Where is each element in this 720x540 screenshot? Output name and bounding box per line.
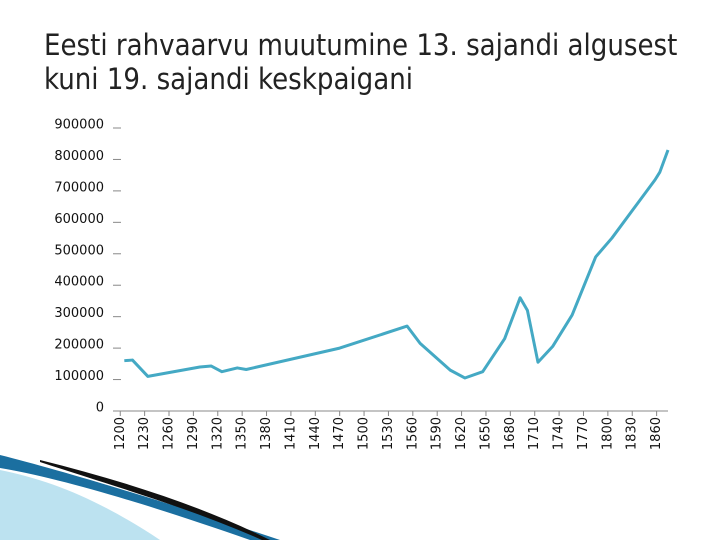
x-tick-label: 1380 xyxy=(259,417,274,450)
x-tick-label: 1620 xyxy=(454,417,469,450)
y-tick-label: 900000 xyxy=(54,118,104,133)
series-line xyxy=(124,149,670,380)
chart-title: Eesti rahvaarvu muutumine 13. sajandi al… xyxy=(44,28,678,96)
y-tick-label: 800000 xyxy=(54,149,104,164)
x-tick-label: 1860 xyxy=(649,417,664,450)
y-tick-label: 700000 xyxy=(54,180,104,195)
y-tick-label: 100000 xyxy=(54,369,104,384)
x-tick-label: 1680 xyxy=(503,417,518,450)
y-tick-label: 500000 xyxy=(54,243,104,258)
decoration xyxy=(0,455,280,540)
x-tick-label: 1650 xyxy=(478,417,493,450)
x-tick-label: 1740 xyxy=(552,417,567,450)
x-tick-label: 1560 xyxy=(405,417,420,450)
x-tick-label: 1350 xyxy=(235,417,250,450)
x-tick-label: 1440 xyxy=(308,417,323,450)
x-tick-label: 1530 xyxy=(381,417,396,450)
x-tick-label: 1320 xyxy=(210,417,225,450)
x-tick-label: 1500 xyxy=(357,417,372,450)
y-tick-label: 200000 xyxy=(54,338,104,353)
y-tick-label: 600000 xyxy=(54,212,104,227)
x-tick-label: 1200 xyxy=(113,417,128,450)
y-tick-label: 0 xyxy=(96,401,104,416)
x-tick-label: 1260 xyxy=(162,417,177,450)
x-tick-label: 1230 xyxy=(137,417,152,450)
x-tick-label: 1470 xyxy=(332,417,347,450)
x-tick-label: 1710 xyxy=(527,417,542,450)
swoosh xyxy=(0,470,160,540)
x-tick-label: 1770 xyxy=(576,417,591,450)
x-tick-label: 1290 xyxy=(186,417,201,450)
y-tick-label: 400000 xyxy=(54,275,104,290)
x-tick-label: 1830 xyxy=(625,417,640,450)
x-tick-label: 1410 xyxy=(283,417,298,450)
x-tick-label: 1800 xyxy=(600,417,615,450)
x-tick-label: 1590 xyxy=(430,417,445,450)
y-tick-label: 300000 xyxy=(54,306,104,321)
swoosh xyxy=(40,460,270,540)
